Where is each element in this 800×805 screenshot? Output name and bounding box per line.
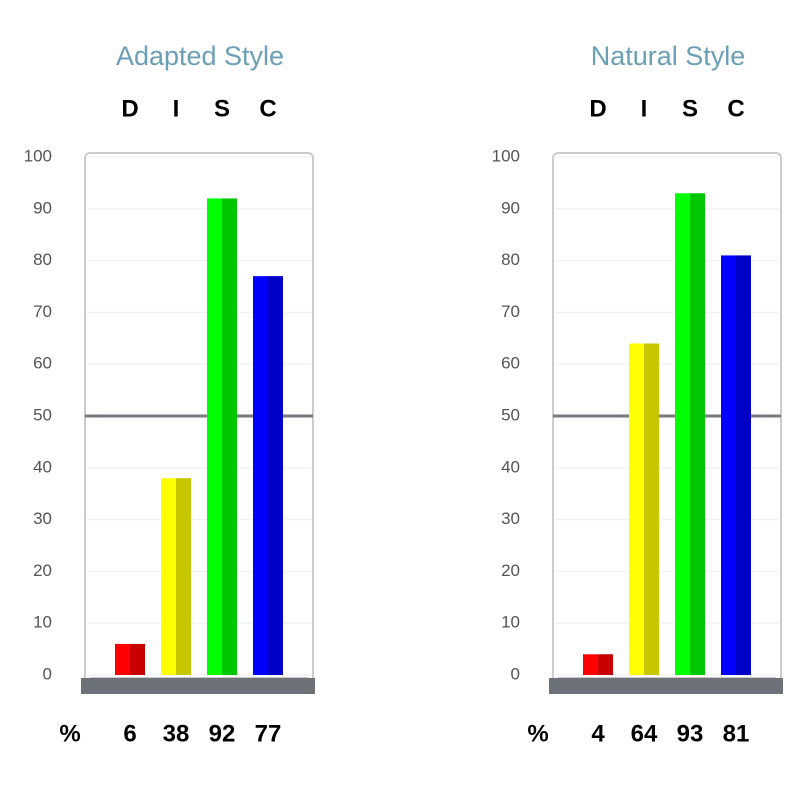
y-tick-label: 40 xyxy=(33,457,52,476)
bar xyxy=(629,343,659,675)
y-tick-label: 30 xyxy=(501,509,520,528)
bar xyxy=(207,198,237,675)
value-prefix: % xyxy=(59,720,80,747)
y-tick-label: 50 xyxy=(33,405,52,424)
bar xyxy=(161,478,191,675)
category-label: D xyxy=(589,95,606,122)
floor xyxy=(81,678,315,694)
bar-shade xyxy=(268,276,283,675)
value-label: 81 xyxy=(723,720,750,747)
category-label: I xyxy=(173,95,180,122)
y-tick-label: 10 xyxy=(33,613,52,632)
y-tick-label: 70 xyxy=(501,302,520,321)
bar xyxy=(721,255,751,676)
y-tick-label: 0 xyxy=(43,664,52,683)
category-label: S xyxy=(214,95,230,122)
y-tick-label: 100 xyxy=(24,146,52,165)
value-label: 93 xyxy=(677,720,704,747)
value-label: 64 xyxy=(631,720,658,747)
bar-shade xyxy=(736,255,751,676)
value-label: 77 xyxy=(255,720,282,747)
y-tick-label: 10 xyxy=(501,613,520,632)
y-tick-label: 90 xyxy=(33,198,52,217)
y-tick-label: 0 xyxy=(511,664,520,683)
bar-shade xyxy=(690,193,705,675)
y-tick-label: 20 xyxy=(33,561,52,580)
category-label: S xyxy=(682,95,698,122)
y-tick-label: 40 xyxy=(501,457,520,476)
value-label: 92 xyxy=(209,720,236,747)
bar xyxy=(115,643,145,675)
y-tick-label: 80 xyxy=(33,250,52,269)
y-tick-label: 90 xyxy=(501,198,520,217)
bar-shade xyxy=(644,343,659,675)
y-tick-label: 50 xyxy=(501,405,520,424)
chart-title: Adapted Style xyxy=(116,41,284,71)
y-tick-label: 80 xyxy=(501,250,520,269)
value-label: 38 xyxy=(163,720,190,747)
bar-shade xyxy=(176,478,191,675)
chart-title: Natural Style xyxy=(591,41,746,71)
category-label: D xyxy=(121,95,138,122)
bar-shade xyxy=(130,643,145,675)
value-label: 6 xyxy=(123,720,136,747)
y-tick-label: 20 xyxy=(501,561,520,580)
bar xyxy=(675,193,705,675)
value-prefix: % xyxy=(527,720,548,747)
y-tick-label: 70 xyxy=(33,302,52,321)
bar-shade xyxy=(222,198,237,675)
bar xyxy=(253,276,283,675)
category-label: C xyxy=(727,95,744,122)
y-tick-label: 30 xyxy=(33,509,52,528)
category-label: I xyxy=(641,95,648,122)
y-tick-label: 60 xyxy=(501,354,520,373)
bar xyxy=(583,654,613,675)
y-tick-label: 100 xyxy=(492,146,520,165)
category-label: C xyxy=(259,95,276,122)
floor xyxy=(549,678,783,694)
y-tick-label: 60 xyxy=(33,354,52,373)
bar-shade xyxy=(598,654,613,675)
value-label: 4 xyxy=(591,720,605,747)
